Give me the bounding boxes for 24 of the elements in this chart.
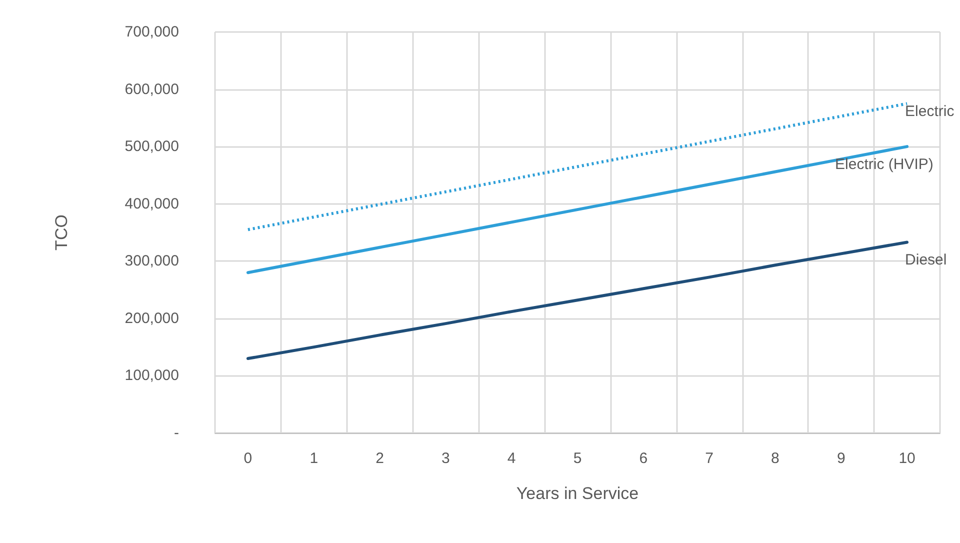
x-tick-label: 4 [507,450,516,467]
y-tick-label: - [174,424,179,442]
y-tick-label: 100,000 [124,367,179,384]
x-tick-label: 8 [771,450,780,467]
x-axis-title: Years in Service [516,484,639,503]
x-tick-label: 7 [705,450,714,467]
y-tick-label: 300,000 [124,252,179,270]
x-tick-label: 3 [442,450,450,467]
y-tick-label: 200,000 [124,310,179,327]
y-tick-label: 600,000 [124,80,179,98]
y-tick-label: 700,000 [124,24,179,40]
x-tick-label: 6 [639,450,648,467]
x-tick-label: 10 [898,450,916,467]
x-tick-label: 1 [310,450,318,467]
series-label: Electric [905,103,955,120]
series-label: Electric (HVIP) [835,156,934,174]
y-axis-title: TCO [52,214,71,250]
x-tick-label: 5 [573,450,582,467]
y-tick-label: 400,000 [124,195,179,212]
x-tick-label: 2 [376,450,384,467]
y-tick-label: 500,000 [124,138,179,156]
series-label: Diesel [905,252,947,269]
x-tick-label: 0 [244,450,252,467]
x-tick-label: 9 [836,450,846,467]
